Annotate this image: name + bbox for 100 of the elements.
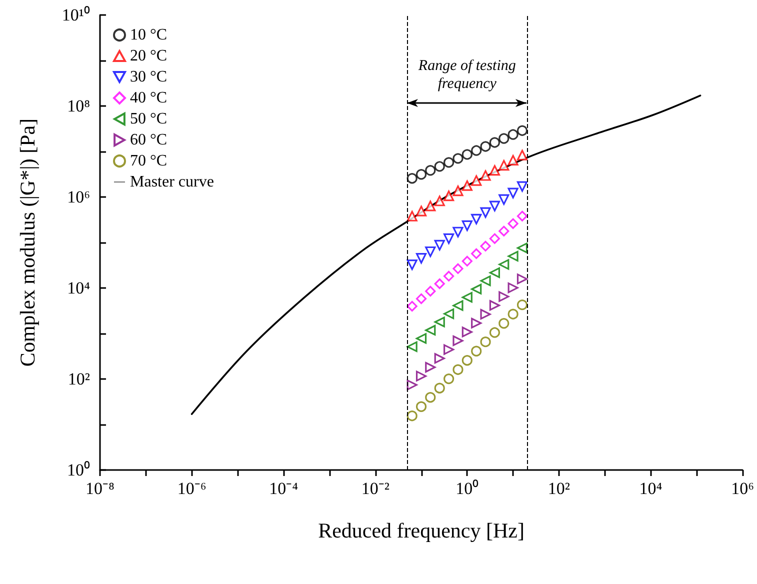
point (416, 370, 427, 382)
y-tick-label: 10⁸ (67, 96, 90, 116)
point (489, 300, 500, 311)
point (406, 410, 418, 422)
point (498, 226, 510, 236)
point (508, 188, 518, 198)
point (508, 218, 518, 229)
point (416, 293, 427, 304)
point (444, 270, 454, 282)
point (425, 392, 436, 403)
point (516, 242, 528, 254)
point (471, 346, 482, 356)
point (489, 267, 500, 278)
legend-label: 60 °C (130, 132, 168, 148)
point (416, 333, 427, 344)
point (480, 275, 491, 286)
point (489, 327, 500, 338)
point (444, 374, 454, 384)
x-tick-label: 10⁻⁶ (177, 479, 206, 498)
point (489, 200, 500, 212)
y-tick-label: 10⁶ (67, 188, 90, 206)
point (444, 233, 454, 244)
point (425, 362, 436, 373)
point (508, 250, 518, 262)
legend-label: 30 °C (130, 68, 168, 86)
point (508, 129, 518, 140)
point (489, 233, 500, 244)
legend-label: 20 °C (130, 48, 168, 64)
point (498, 291, 510, 302)
point (489, 165, 500, 176)
point (444, 344, 454, 355)
point (452, 153, 464, 164)
point (434, 353, 445, 364)
point (471, 145, 482, 156)
point (425, 324, 436, 336)
point (452, 185, 464, 196)
point (406, 173, 418, 184)
point (434, 382, 445, 394)
y-axis-title: Complex modulus (|G*|) [Pa] (16, 118, 40, 367)
point (471, 248, 482, 259)
point (425, 286, 436, 296)
y-tick-label: 10⁰ (67, 460, 90, 480)
point (462, 180, 472, 191)
point (434, 196, 445, 206)
point (434, 240, 445, 251)
point (516, 274, 528, 284)
point (406, 341, 418, 352)
point (498, 160, 510, 171)
point (434, 316, 445, 328)
point (416, 401, 427, 412)
point (406, 300, 418, 312)
point (516, 300, 528, 310)
point (471, 214, 482, 224)
point (462, 326, 472, 338)
y-tick-label: 10² (68, 370, 90, 388)
point (462, 149, 472, 160)
point (498, 133, 510, 144)
legend-label: 10 °C (130, 26, 168, 44)
legend-label: Master curve (130, 174, 214, 190)
point (471, 175, 482, 186)
point (416, 206, 427, 216)
point (444, 190, 454, 202)
point (452, 364, 464, 375)
x-tick-label: 10⁶ (731, 479, 754, 498)
point (498, 318, 510, 329)
legend-label: 50 °C (130, 110, 168, 128)
point (462, 220, 472, 231)
point (508, 308, 518, 320)
point (406, 210, 418, 222)
x-tick-label: 10² (548, 479, 570, 498)
annotation: Range of testing frequency (417, 57, 517, 93)
x-tick-label: 10⁻² (361, 479, 390, 498)
point (516, 181, 528, 192)
point (516, 150, 528, 160)
point (516, 125, 528, 136)
point (480, 170, 491, 181)
x-tick-label: 10⁻⁴ (269, 479, 298, 498)
x-tick-label: 10⁻⁸ (86, 479, 115, 498)
point (452, 300, 464, 311)
x-axis-title: Reduced frequency [Hz] (318, 518, 524, 542)
point (434, 161, 445, 172)
point (498, 194, 510, 205)
point (425, 246, 436, 258)
point (489, 137, 500, 148)
point (444, 157, 454, 168)
point (471, 318, 482, 328)
point (508, 154, 518, 166)
point (498, 259, 510, 270)
point (480, 207, 491, 218)
point (462, 355, 472, 366)
y-tick-label: 10¹⁰ (62, 6, 90, 24)
point (425, 165, 436, 176)
point (480, 141, 491, 152)
point (444, 308, 454, 320)
point (425, 200, 436, 212)
point (416, 169, 427, 180)
x-tick-label: 10⁴ (639, 479, 662, 498)
legend-label: 40 °C (130, 90, 168, 106)
point (471, 284, 482, 294)
point (452, 226, 464, 238)
